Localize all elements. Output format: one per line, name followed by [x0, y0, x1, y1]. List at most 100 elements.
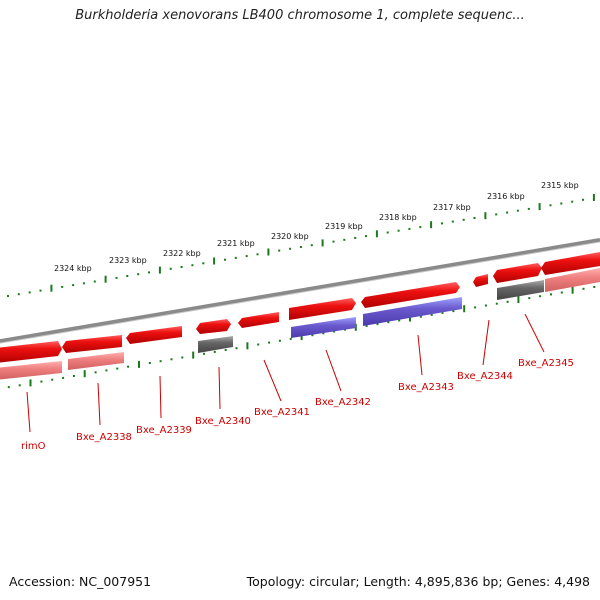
scale-minor-tick [582, 287, 585, 290]
scale-minor-tick [181, 356, 184, 359]
gene-feature[interactable] [289, 298, 356, 320]
scale-minor-tick [452, 310, 455, 313]
scale-minor-tick [7, 295, 9, 297]
scale-minor-tick [419, 315, 422, 318]
rna-feature[interactable] [198, 336, 233, 353]
scale-major-tick [267, 248, 270, 256]
tick-label: 2316 kbp [487, 192, 525, 201]
scale-minor-tick [506, 211, 509, 214]
map-title: Burkholderia xenovorans LB400 chromosome… [75, 8, 525, 23]
scale-minor-tick [582, 198, 584, 201]
gene-feature[interactable] [0, 341, 62, 363]
gene-feature[interactable] [126, 326, 182, 344]
gene-feature[interactable] [541, 252, 600, 275]
scale-major-tick [192, 351, 195, 359]
scale-minor-tick [148, 271, 150, 274]
scale-minor-tick [462, 218, 465, 221]
scale-minor-tick [256, 253, 259, 256]
accession-text: Accession: NC_007951 [9, 574, 152, 589]
gene-feature[interactable] [0, 361, 62, 380]
scale-minor-tick [278, 339, 281, 342]
scale-minor-tick [310, 244, 313, 247]
gene-label[interactable]: Bxe_A2345 [518, 358, 574, 369]
gene-feature[interactable] [493, 263, 542, 283]
scale-minor-tick [61, 285, 64, 288]
scale-minor-tick [169, 267, 172, 270]
tick-label: 2319 kbp [325, 222, 363, 231]
scale-minor-tick [40, 380, 43, 383]
gene-label[interactable]: Bxe_A2339 [136, 425, 192, 436]
scale-minor-tick [397, 229, 400, 232]
scale-minor-tick [213, 350, 216, 353]
gene-label[interactable]: rimO [21, 441, 46, 452]
scale-minor-tick [343, 238, 346, 241]
scale-minor-tick [365, 324, 368, 327]
scale-minor-tick [28, 291, 31, 294]
rna-feature[interactable] [497, 280, 544, 300]
scale-minor-tick [224, 258, 226, 261]
tick-label: 2315 kbp [541, 181, 579, 190]
scale-minor-tick [539, 295, 542, 298]
tick-label: 2317 kbp [433, 203, 471, 212]
gene-label[interactable]: Bxe_A2344 [457, 371, 513, 382]
scale-major-tick [517, 296, 520, 303]
scale-minor-tick [170, 358, 173, 361]
scale-minor-tick [311, 334, 314, 337]
scale-major-tick [375, 230, 378, 238]
scale-minor-tick [278, 249, 281, 252]
scale-minor-tick [495, 213, 498, 216]
scale-major-tick [409, 314, 411, 322]
gene-label[interactable]: Bxe_A2342 [315, 397, 371, 408]
gene-label[interactable]: Bxe_A2341 [254, 407, 310, 418]
scale-major-tick [463, 305, 466, 313]
label-leaders [26, 313, 545, 433]
scale-minor-tick [203, 352, 205, 355]
scale-minor-tick [473, 217, 476, 219]
gene-feature[interactable] [545, 268, 600, 292]
gene-feature[interactable] [196, 319, 231, 334]
scale-minor-tick [94, 371, 97, 374]
other-feature[interactable] [291, 317, 356, 338]
tick-label: 2318 kbp [379, 213, 417, 222]
scale-minor-tick [115, 276, 118, 279]
scale-minor-tick [62, 376, 65, 379]
scale-major-tick [592, 194, 595, 201]
gene-feature[interactable] [68, 352, 124, 370]
reverse-track [0, 268, 600, 380]
scale-minor-tick [550, 293, 552, 296]
other-feature[interactable] [363, 297, 462, 326]
scale-minor-tick [506, 300, 509, 303]
gene-feature[interactable] [62, 335, 122, 353]
gene-label[interactable]: Bxe_A2340 [195, 416, 251, 427]
scale-minor-tick [593, 286, 596, 288]
scale-major-tick [83, 370, 86, 378]
scale-major-tick [29, 379, 32, 387]
scale-major-tick [430, 221, 433, 229]
scale-major-tick [300, 333, 303, 341]
tick-label: 2320 kbp [271, 232, 309, 241]
tick-label: 2322 kbp [163, 249, 201, 258]
scale-minor-tick [202, 262, 205, 265]
scale-minor-tick [180, 266, 183, 268]
gene-label[interactable]: Bxe_A2343 [398, 382, 454, 393]
scale-major-tick [104, 275, 107, 283]
scale-minor-tick [365, 235, 367, 238]
gene-feature[interactable] [361, 282, 460, 308]
scale-minor-tick [39, 289, 42, 292]
scale-major-tick [321, 239, 324, 247]
scale-major-tick [138, 360, 140, 368]
gene-feature[interactable] [238, 312, 279, 328]
gene-feature[interactable] [473, 274, 488, 287]
scale-major-tick [213, 257, 216, 265]
scale-minor-tick [332, 240, 335, 243]
gene-label[interactable]: Bxe_A2338 [76, 432, 132, 443]
scale-minor-tick [51, 378, 54, 381]
tick-label: 2321 kbp [217, 239, 255, 248]
scale-minor-tick [376, 323, 379, 326]
scale-minor-tick [245, 255, 248, 258]
gene-labels: rimO Bxe_A2338 Bxe_A2339 Bxe_A2340 Bxe_A… [21, 358, 574, 452]
scale-minor-tick [7, 386, 10, 389]
scale-minor-tick [126, 275, 129, 277]
scale-minor-tick [72, 375, 75, 377]
